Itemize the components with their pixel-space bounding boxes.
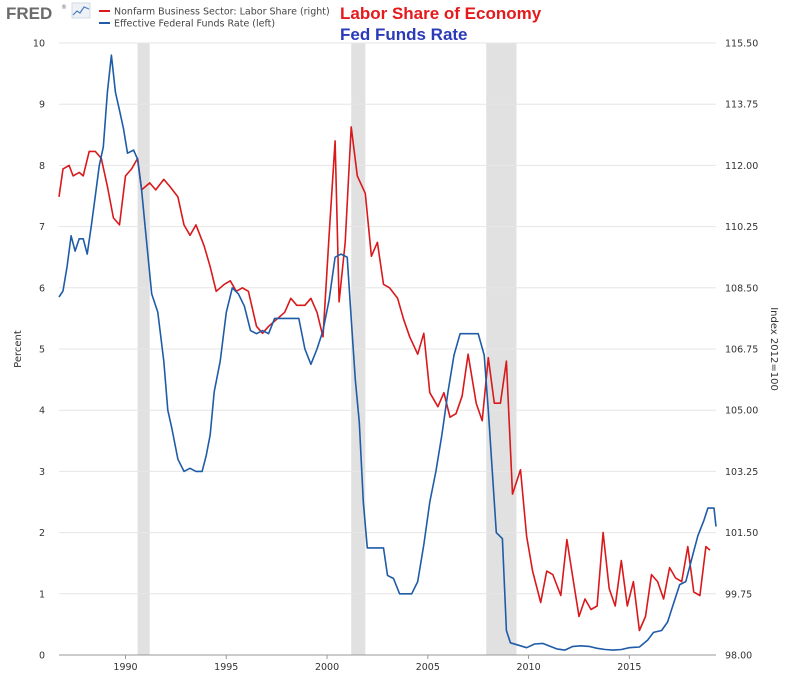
y-left-tick-label: 6 bbox=[39, 283, 45, 294]
legend: Nonfarm Business Sector: Labor Share (ri… bbox=[99, 7, 330, 30]
y-left-tick-label: 3 bbox=[39, 467, 45, 478]
labor-share-overlay-title: Labor Share of Economy bbox=[340, 4, 542, 23]
legend-label-0: Nonfarm Business Sector: Labor Share (ri… bbox=[114, 7, 330, 18]
y-right-tick-label: 98.00 bbox=[725, 651, 752, 662]
y-left-axis-title: Percent bbox=[13, 330, 24, 368]
y-left-tick-label: 10 bbox=[33, 39, 45, 50]
y-right-tick-label: 113.75 bbox=[725, 100, 758, 111]
x-tick-label: 2015 bbox=[617, 662, 641, 673]
fred-logo[interactable]: FRED ® bbox=[6, 2, 91, 23]
y-left-tick-label: 2 bbox=[39, 528, 45, 539]
y-right-tick-label: 105.00 bbox=[725, 406, 758, 417]
y-right-tick-label: 112.00 bbox=[725, 161, 758, 172]
labor-share-series-line bbox=[58, 126, 711, 632]
y-right-axis-title: Index 2012=100 bbox=[768, 307, 779, 391]
y-right-tick-label: 101.50 bbox=[725, 528, 758, 539]
x-tick-label: 2010 bbox=[516, 662, 540, 673]
fred-logo-text: FRED bbox=[6, 4, 52, 23]
y-right-tick-label: 108.50 bbox=[725, 283, 758, 294]
y-left-tick-label: 0 bbox=[39, 651, 45, 662]
x-tick-label: 2000 bbox=[315, 662, 339, 673]
fed-funds-series-line bbox=[58, 54, 717, 651]
y-left-tick-label: 1 bbox=[39, 589, 45, 600]
y-right-tick-label: 103.25 bbox=[725, 467, 758, 478]
y-left-tick-label: 4 bbox=[39, 406, 45, 417]
y-right-tick-label: 115.50 bbox=[725, 39, 758, 50]
x-tick-label: 1990 bbox=[113, 662, 137, 673]
x-tick-label: 1995 bbox=[214, 662, 238, 673]
y-right-tick-label: 106.75 bbox=[725, 345, 758, 356]
fed-funds-overlay-title: Fed Funds Rate bbox=[340, 25, 468, 44]
y-left-tick-label: 8 bbox=[39, 161, 45, 172]
y-right-tick-label: 99.75 bbox=[725, 589, 752, 600]
fred-logo-chart-icon bbox=[71, 2, 91, 19]
y-left-tick-label: 9 bbox=[39, 100, 45, 111]
plot-area: 0 98.00 1 99.75 2 101.50 3 103.25 4 105.00 5 106.75… bbox=[13, 39, 779, 674]
y-right-tick-label: 110.25 bbox=[725, 222, 758, 233]
y-left-tick-label: 5 bbox=[39, 345, 45, 356]
fred-trademark: ® bbox=[61, 4, 67, 11]
y-left-tick-label: 7 bbox=[39, 222, 45, 233]
legend-label-1: Effective Federal Funds Rate (left) bbox=[114, 19, 275, 30]
x-tick-label: 2005 bbox=[416, 662, 440, 673]
